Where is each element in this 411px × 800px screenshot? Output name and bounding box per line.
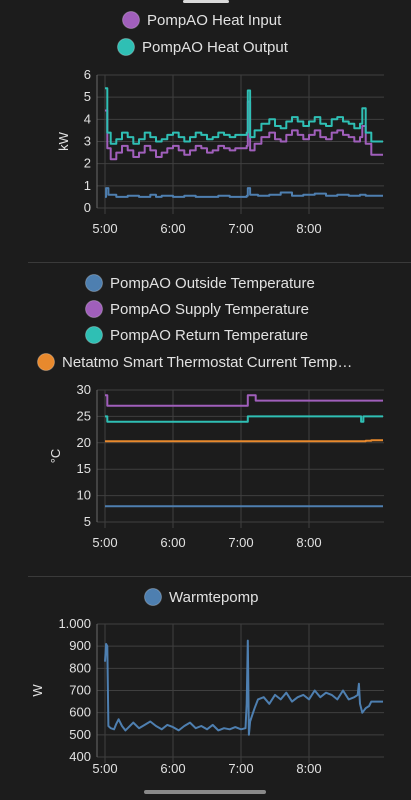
- x-tick-label: 8:00: [296, 761, 321, 776]
- legend-item[interactable]: PompAO Return Temperature: [85, 326, 309, 345]
- legend-label: Netatmo Smart Thermostat Current Temp…: [62, 354, 352, 371]
- y-tick-label: 3: [84, 134, 91, 149]
- legend-label: PompAO Heat Output: [142, 39, 289, 56]
- series-line: [105, 415, 383, 423]
- x-tick-label: 5:00: [92, 761, 117, 776]
- x-tick-label: 6:00: [160, 761, 185, 776]
- x-tick-label: 6:00: [160, 535, 185, 550]
- temperature-chart: PompAO Outside Temperature PompAO Supply …: [37, 274, 384, 550]
- y-axis-label: W: [30, 684, 45, 697]
- y-tick-label: 500: [69, 727, 91, 742]
- series-line: [105, 439, 383, 443]
- legend-label: PompAO Outside Temperature: [110, 275, 315, 292]
- legend-swatch-icon: [122, 11, 140, 29]
- legend-item[interactable]: PompAO Supply Temperature: [85, 300, 310, 319]
- x-tick-label: 7:00: [228, 221, 253, 236]
- x-tick-label: 5:00: [92, 535, 117, 550]
- y-tick-label: 20: [77, 435, 91, 450]
- legend-swatch-icon: [117, 38, 135, 56]
- legend-swatch-icon: [85, 300, 103, 318]
- home-indicator[interactable]: [144, 790, 266, 794]
- y-tick-label: 400: [69, 749, 91, 764]
- y-tick-label: 1: [84, 178, 91, 193]
- y-tick-label: 700: [69, 683, 91, 698]
- card-divider: [28, 576, 411, 577]
- y-tick-label: 0: [84, 200, 91, 215]
- series-line: [105, 394, 383, 407]
- legend-item[interactable]: PompAO Outside Temperature: [85, 274, 315, 293]
- legend-item[interactable]: PompAO Heat Input: [122, 11, 283, 30]
- series-line: [105, 187, 383, 198]
- scroll-indicator: [183, 0, 229, 3]
- legend-item[interactable]: PompAO Heat Output: [117, 38, 289, 57]
- y-tick-label: 25: [77, 408, 91, 423]
- y-tick-label: 6: [84, 67, 91, 82]
- series-line: [105, 87, 383, 145]
- y-tick-label: 1.000: [58, 616, 91, 631]
- y-axis-label: °C: [48, 449, 63, 464]
- x-tick-label: 8:00: [296, 535, 321, 550]
- y-tick-label: 5: [84, 514, 91, 529]
- y-tick-label: 900: [69, 638, 91, 653]
- y-tick-label: 600: [69, 705, 91, 720]
- legend-item[interactable]: Warmtepomp: [144, 588, 259, 607]
- y-tick-label: 2: [84, 156, 91, 171]
- y-tick-label: 800: [69, 660, 91, 675]
- legend-item[interactable]: Netatmo Smart Thermostat Current Temp…: [37, 353, 353, 372]
- y-tick-label: 4: [84, 111, 91, 126]
- y-axis-label: kW: [56, 131, 71, 151]
- y-tick-label: 10: [77, 488, 91, 503]
- legend-swatch-icon: [85, 326, 103, 344]
- power-consumption-chart: Warmtepomp 400 500 600 700 800 900 1.000 5:00 6:0…: [30, 588, 384, 776]
- series-line: [105, 100, 383, 161]
- x-tick-label: 8:00: [296, 221, 321, 236]
- legend-label: PompAO Return Temperature: [110, 327, 308, 344]
- heat-power-chart: PompAO Heat Input PompAO Heat Output 0 1 2 3 4…: [56, 11, 384, 236]
- y-tick-label: 15: [77, 461, 91, 476]
- x-tick-label: 5:00: [92, 221, 117, 236]
- legend-swatch-icon: [37, 353, 55, 371]
- card-divider: [28, 262, 411, 263]
- series-line: [104, 639, 383, 736]
- legend-swatch-icon: [85, 274, 103, 292]
- legend-label: PompAO Heat Input: [147, 12, 282, 29]
- legend-swatch-icon: [144, 588, 162, 606]
- y-tick-label: 30: [77, 382, 91, 397]
- x-tick-label: 6:00: [160, 221, 185, 236]
- x-tick-label: 7:00: [228, 761, 253, 776]
- legend-label: PompAO Supply Temperature: [110, 301, 309, 318]
- x-tick-label: 7:00: [228, 535, 253, 550]
- legend-label: Warmtepomp: [169, 589, 258, 606]
- y-tick-label: 5: [84, 89, 91, 104]
